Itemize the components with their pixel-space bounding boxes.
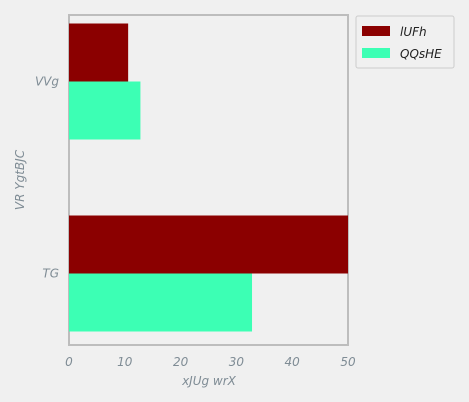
- x-tick-label: 20: [173, 355, 189, 369]
- x-tick-label: 0: [65, 355, 73, 369]
- x-tick-label: 50: [340, 355, 356, 369]
- bar-lUFh-TG: [69, 215, 348, 274]
- legend-label-series-2: QQsHE: [400, 47, 442, 61]
- x-axis-label: xJUg wrX: [181, 374, 237, 388]
- bar-QQsHE-VVg: [69, 81, 141, 140]
- y-tick-label: VVg: [35, 75, 59, 89]
- y-tick-label: TG: [42, 267, 59, 281]
- y-axis-label: VR YgtBJC: [13, 149, 27, 210]
- x-tick-label: 30: [229, 355, 245, 369]
- bars-group: [69, 23, 348, 332]
- bar-lUFh-VVg: [69, 23, 129, 82]
- legend-swatch-series-2: [362, 48, 390, 58]
- x-tick-label: 10: [117, 355, 133, 369]
- legend-swatch-series-1: [362, 26, 390, 36]
- legend-label-series-1: lUFh: [400, 25, 427, 39]
- x-tick-label: 40: [285, 355, 301, 369]
- x-axis-ticks: 0 10 20 30 40 50: [65, 355, 356, 369]
- bar-QQsHE-TG: [69, 273, 253, 332]
- y-axis-ticks: VVg TG: [35, 75, 59, 281]
- legend: lUFh QQsHE: [355, 15, 455, 69]
